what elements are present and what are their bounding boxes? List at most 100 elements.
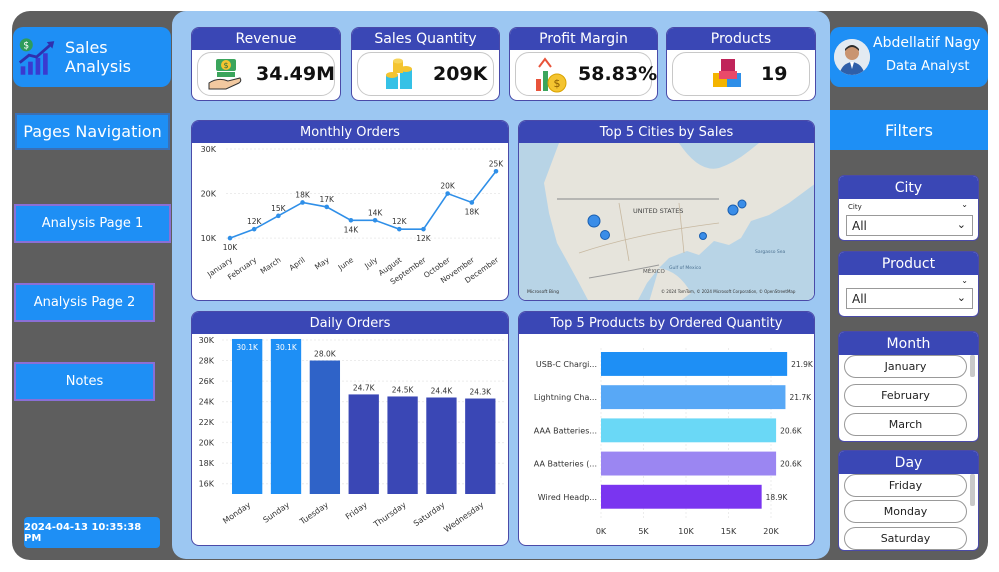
daily-x-tick: Friday [344,500,369,521]
city-bubble-atlanta[interactable] [699,232,707,240]
daily-y-tick: 30K [199,336,215,345]
daily-bar [309,360,341,494]
city-dropdown[interactable]: All ⌄ [846,215,973,236]
products-x-tick: 20K [763,527,779,536]
kpi-margin-value: 58.83% [578,63,658,85]
monthly-orders-title: Monthly Orders [192,121,508,143]
filters-title: Filters [830,110,988,150]
month-filter-title: Month [839,332,978,355]
city-bubble-new-york[interactable] [727,204,739,216]
svg-text:$: $ [554,77,561,90]
monthly-y-tick: 30K [201,145,217,154]
top-cities-map-title: Top 5 Cities by Sales [519,121,814,143]
kpi-margin-card: Profit Margin $ 58.83% [509,27,658,101]
daily-x-tick: Sunday [261,500,291,525]
kpi-products-body: 19 [672,52,810,96]
daily-orders-title: Daily Orders [192,312,508,334]
profile-card: Abdellatif Nagy Data Analyst [830,27,988,87]
kpi-margin-body: $ 58.83% [515,52,657,96]
monthly-data-label: 25K [489,159,505,168]
products-data-label: 21.7K [789,393,812,402]
map-label-gulf: Gulf of Mexico [669,265,701,271]
month-scrollbar[interactable] [970,355,975,377]
notes-button[interactable]: Notes [14,362,155,401]
monthly-data-label: 14K [368,208,384,217]
monthly-point [227,235,233,241]
app-title: Sales Analysis [65,38,131,76]
daily-y-tick: 16K [199,480,215,489]
monthly-point [300,200,305,205]
products-bar [601,385,786,410]
avatar [834,39,870,75]
sales-chart-icon: $ [18,38,55,75]
monthly-data-label: 14K [344,225,360,234]
chevron-down-icon: ⌄ [956,291,966,304]
top-products-card: Top 5 Products by Ordered Quantity 0K 5K 1… [518,311,815,546]
chevron-down-icon: ⌄ [956,218,966,231]
cities-map[interactable]: UNITED STATES MÉXICO Gulf of Mexico Sarg… [519,143,815,301]
products-y-tick: AA Batteries (... [534,460,597,469]
monthly-orders-card: Monthly Orders 10K 20K 30K 10K January 12K Feb… [191,120,509,301]
analysis-page-2-button[interactable]: Analysis Page 2 [14,283,155,322]
daily-x-tick: Wednesday [442,500,485,534]
monthly-x-tick: June [336,255,356,273]
products-data-label: 18.9K [766,493,789,502]
kpi-revenue-body: $ 34.49M [197,52,335,96]
month-option-january[interactable]: January [844,355,967,378]
daily-data-label: 30.1K [275,343,298,352]
products-bar [601,418,777,443]
monthly-data-label: 12K [392,217,408,226]
top-products-chart: 0K 5K 10K 15K 20K 21.9K USB-C Chargi... 21.7K Li… [534,348,814,536]
daily-bar [348,394,379,494]
products-x-tick: 15K [721,527,737,536]
monthly-data-label: 12K [416,234,432,243]
monthly-data-label: 12K [247,217,263,226]
app-logo-tile: $ Sales Analysis [13,27,171,87]
profile-name: Abdellatif Nagy [873,35,981,51]
chevron-down-icon[interactable]: ⌄ [961,276,968,285]
day-option-saturday[interactable]: Saturday [844,527,967,550]
daily-data-label: 24.3K [469,388,492,397]
daily-bar [270,338,302,494]
kpi-revenue-value: 34.49M [256,63,336,85]
daily-data-label: 24.4K [431,386,454,395]
daily-y-tick: 24K [199,398,215,407]
kpi-products-value: 19 [761,63,788,85]
pages-navigation-label: Pages Navigation [15,113,170,150]
monthly-point [348,217,354,223]
chevron-down-icon[interactable]: ⌄ [961,200,968,209]
city-bubble-los-angeles[interactable] [600,230,610,240]
map-country-label: UNITED STATES [633,207,683,215]
daily-y-tick: 20K [199,439,215,448]
city-bubble-boston[interactable] [737,199,747,209]
daily-data-label: 30.1K [236,343,259,352]
month-option-march[interactable]: March [844,413,967,436]
map-copyright: © 2024 TomTom, © 2024 Microsoft Corporat… [661,289,796,294]
monthly-point [469,200,475,205]
city-bubble-san-francisco[interactable] [587,214,601,228]
monthly-x-tick: July [362,255,379,271]
month-option-february[interactable]: February [844,384,967,407]
products-bar [601,451,777,476]
products-bar [601,484,762,509]
day-scrollbar[interactable] [970,474,975,506]
monthly-data-label: 18K [295,190,311,199]
daily-bar [465,398,496,494]
city-filter: City City ⌄ All ⌄ [838,175,979,241]
daily-x-tick: Tuesday [297,500,330,527]
top-cities-map-card: Top 5 Cities by Sales UNITED STATES MÉXI… [518,120,815,301]
day-option-monday[interactable]: Monday [844,500,967,523]
analysis-page-1-button[interactable]: Analysis Page 1 [14,204,171,243]
city-filter-title: City [839,176,978,199]
kpi-quantity-title: Sales Quantity [352,28,499,50]
money-hand-icon: $ [208,59,242,90]
daily-data-label: 24.5K [392,385,415,394]
daily-y-tick: 22K [199,418,215,427]
monthly-orders-chart: 10K20K30K10KJanuary12KFebruary15KMarch18… [201,145,505,286]
day-option-friday[interactable]: Friday [844,474,967,497]
product-dropdown[interactable]: All ⌄ [846,288,973,309]
monthly-point [372,217,378,223]
daily-y-tick: 26K [199,377,215,386]
refresh-timestamp: 2024-04-13 10:35:38 PM [24,517,160,548]
day-filter-title: Day [839,451,978,474]
